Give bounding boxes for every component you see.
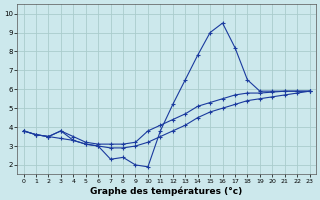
X-axis label: Graphe des températures (°c): Graphe des températures (°c) — [91, 186, 243, 196]
